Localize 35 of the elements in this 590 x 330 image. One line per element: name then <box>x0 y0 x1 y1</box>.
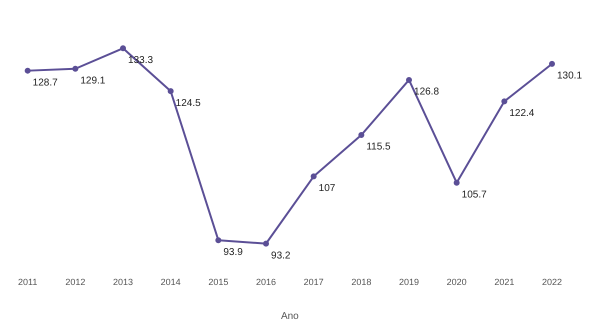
data-label: 130.1 <box>557 70 582 82</box>
data-label: 105.7 <box>462 189 488 200</box>
point <box>549 60 555 67</box>
x-tick-label: 2020 <box>446 277 467 288</box>
x-tick-label: 2017 <box>304 277 324 288</box>
point <box>168 88 174 94</box>
x-tick-label: 2022 <box>542 277 562 288</box>
point <box>454 180 460 186</box>
data-label: 122.4 <box>509 108 535 120</box>
point <box>215 237 222 244</box>
data-label: 128.7 <box>32 77 58 88</box>
x-tick-label: 2021 <box>494 277 514 288</box>
data-label: 124.5 <box>176 98 202 109</box>
point <box>263 240 270 247</box>
data-label: 93.2 <box>271 250 291 262</box>
point <box>358 132 364 138</box>
x-tick-label: 2018 <box>351 277 372 288</box>
data-label: 129.1 <box>80 75 106 86</box>
point <box>72 66 78 72</box>
x-tick-label: 2019 <box>398 277 420 288</box>
point <box>406 76 412 83</box>
point <box>310 173 317 180</box>
x-axis-title: Ano <box>280 310 300 322</box>
data-label: 93.9 <box>223 246 244 258</box>
point <box>501 98 508 104</box>
x-tick-label: 2011 <box>18 277 38 288</box>
point <box>24 68 31 74</box>
data-label: 107 <box>318 183 336 194</box>
data-label: 115.5 <box>366 142 392 153</box>
x-tick-label: 2012 <box>65 277 86 288</box>
x-tick-label: 2016 <box>256 277 276 288</box>
x-tick-label: 2015 <box>208 277 228 288</box>
point <box>120 45 126 52</box>
x-tick-label: 2013 <box>112 277 134 288</box>
x-tick-label: 2014 <box>160 277 181 288</box>
